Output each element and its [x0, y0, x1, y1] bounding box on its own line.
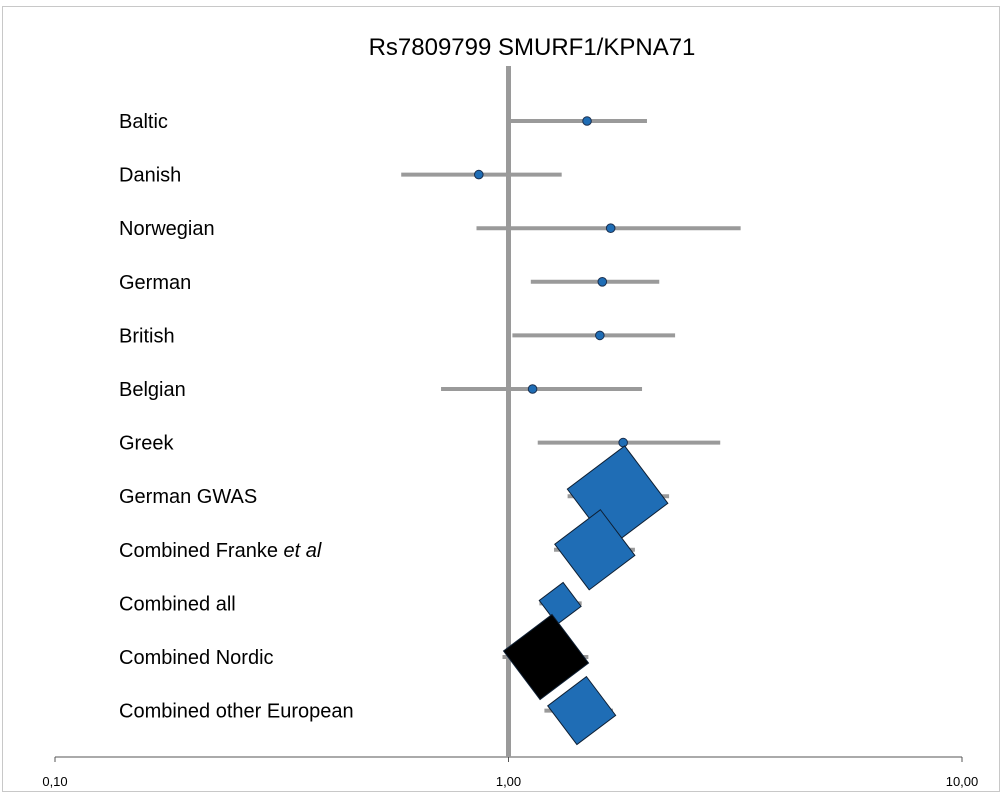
point-estimate — [597, 277, 608, 287]
x-tick-label: 0,10 — [42, 774, 67, 789]
plot-layer: 0,10 1,00 10,00 Baltic Danish Norwegian German… — [42, 66, 978, 789]
row-label-text: Combined other European — [119, 701, 354, 723]
row-label-text: Belgian — [119, 379, 186, 401]
point-estimate — [605, 223, 616, 233]
row-label: German GWAS — [119, 486, 257, 508]
point-estimate — [473, 169, 484, 180]
row-label: Norwegian — [119, 218, 215, 240]
point-estimate — [595, 330, 605, 341]
x-tick-label: 10,00 — [946, 774, 979, 789]
row-label: Combined Nordic — [119, 647, 274, 669]
row-label: British — [119, 325, 175, 347]
row-label: Combined Franke et al — [119, 540, 322, 562]
row-label-text: Baltic — [119, 111, 168, 133]
point-estimate — [618, 437, 628, 448]
row-label-italic: et al — [284, 540, 322, 562]
point-estimate — [527, 384, 538, 394]
row-label-text: Greek — [119, 433, 174, 455]
x-tick-label: 1,00 — [496, 774, 521, 789]
row-label: Belgian — [119, 379, 186, 401]
row-label: Combined other European — [119, 701, 354, 723]
summary-diamond — [502, 613, 590, 701]
row-label: Baltic — [119, 111, 168, 133]
row-label-text: British — [119, 325, 175, 347]
summary-diamond — [538, 581, 582, 626]
row-label: Greek — [119, 433, 174, 455]
row-label: Combined all — [119, 593, 236, 615]
row-label: German — [119, 272, 191, 294]
point-estimate — [582, 116, 592, 126]
row-label-text: German GWAS — [119, 486, 257, 508]
row-label: Danish — [119, 165, 181, 187]
chart-frame — [2, 6, 1000, 792]
row-label-text: Combined Nordic — [119, 647, 274, 669]
row-label-text: Norwegian — [119, 218, 215, 240]
summary-diamond — [547, 675, 617, 746]
row-label-text: Danish — [119, 165, 181, 187]
row-label-text: German — [119, 272, 191, 294]
chart-title: Rs7809799 SMURF1/KPNA71 — [369, 34, 696, 61]
summary-diamond — [554, 509, 636, 591]
row-label-text: Combined all — [119, 593, 236, 615]
row-label-text: Combined Franke — [119, 540, 284, 562]
